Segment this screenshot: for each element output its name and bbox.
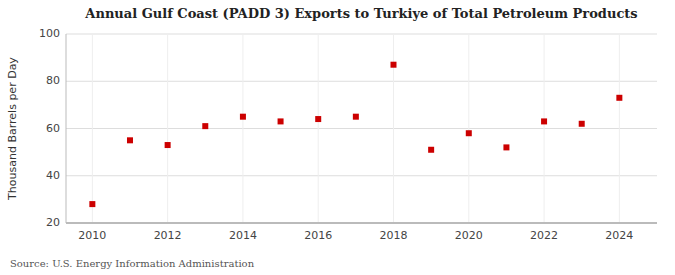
chart: 20 40 60 80 100 2010 2012 2014 2016 2018 2020 2022 2… <box>0 0 675 275</box>
y-tick-label: 100 <box>39 27 60 40</box>
x-grid-line <box>619 34 620 223</box>
source-note: Source: U.S. Energy Information Administ… <box>10 258 255 269</box>
point <box>428 147 434 153</box>
y-tick-label: 20 <box>46 216 60 229</box>
x-axis-line <box>66 223 657 224</box>
x-tick-label: 2022 <box>530 229 558 242</box>
x-tick-label: 2020 <box>455 229 483 242</box>
point <box>127 137 133 143</box>
point <box>202 123 208 129</box>
y-grid-line <box>66 223 657 224</box>
point <box>278 118 284 124</box>
x-tick-label: 2012 <box>154 229 182 242</box>
point <box>466 130 472 136</box>
point <box>541 118 547 124</box>
point <box>89 201 95 207</box>
x-grid-line <box>92 34 93 223</box>
x-tick-label: 2016 <box>304 229 332 242</box>
x-tick-label: 2024 <box>605 229 633 242</box>
title: Annual Gulf Coast (PADD 3) Exports to Tu… <box>84 6 637 21</box>
point <box>390 62 396 68</box>
point <box>579 121 585 127</box>
point <box>315 116 321 122</box>
x-grid-line <box>242 34 243 223</box>
x-grid-line <box>468 34 469 223</box>
y-tick-label: 60 <box>46 122 60 135</box>
x-grid-line <box>544 34 545 223</box>
y-grid-line <box>66 175 657 176</box>
x-tick-label: 2014 <box>229 229 257 242</box>
y-axis-label: Thousand Barrels per Day <box>6 57 19 201</box>
point <box>616 95 622 101</box>
point <box>353 114 359 120</box>
point <box>165 142 171 148</box>
y-axis-line <box>66 34 67 223</box>
point <box>240 114 246 120</box>
y-grid-line <box>66 128 657 129</box>
grid <box>66 34 657 223</box>
tick-labels: 20 40 60 80 100 2010 2012 2014 2016 2018 2020 2022 2… <box>39 27 633 242</box>
y-grid-line <box>66 81 657 82</box>
x-tick-label: 2018 <box>379 229 407 242</box>
x-grid-line <box>167 34 168 223</box>
y-grid-line <box>66 34 657 35</box>
x-grid-line <box>318 34 319 223</box>
y-tick-label: 40 <box>46 169 60 182</box>
y-tick-label: 80 <box>46 74 60 87</box>
chart-container: 20 40 60 80 100 2010 2012 2014 2016 2018 2020 2022 2… <box>0 0 675 275</box>
x-tick-label: 2010 <box>78 229 106 242</box>
point <box>503 144 509 150</box>
points <box>89 62 622 207</box>
